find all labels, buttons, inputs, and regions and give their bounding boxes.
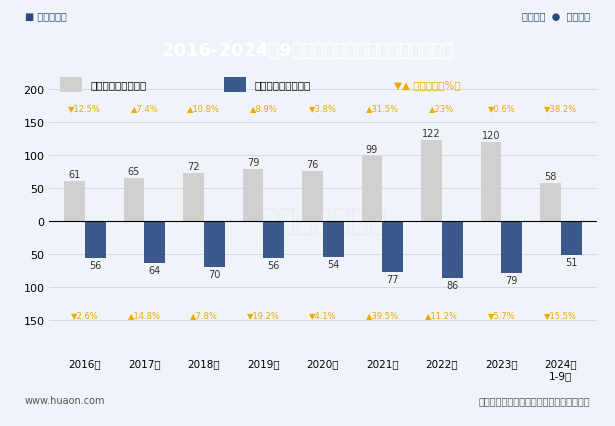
Text: ▲11.2%: ▲11.2% [426, 311, 458, 320]
Text: ▲7.8%: ▲7.8% [190, 311, 218, 320]
Text: 进口总额（亿美元）: 进口总额（亿美元） [255, 80, 311, 90]
Text: ■ 华经情报网: ■ 华经情报网 [25, 11, 66, 21]
Text: 122: 122 [422, 129, 441, 139]
Bar [183, 174, 204, 222]
Bar [540, 183, 561, 222]
Bar [224, 78, 246, 93]
Text: ▲23%: ▲23% [429, 104, 454, 113]
Text: 65: 65 [128, 167, 140, 177]
Bar [263, 222, 284, 259]
Text: ▲7.4%: ▲7.4% [130, 104, 158, 113]
Text: 99: 99 [366, 144, 378, 154]
Text: ▼38.2%: ▼38.2% [544, 104, 577, 113]
Text: 出口总额（亿美元）: 出口总额（亿美元） [90, 80, 146, 90]
Bar [383, 222, 403, 272]
Text: ▼15.5%: ▼15.5% [544, 311, 577, 320]
Text: 120: 120 [482, 130, 500, 140]
Text: ▼▲ 同比增速（%）: ▼▲ 同比增速（%） [394, 80, 461, 90]
Bar [242, 170, 263, 222]
Text: 79: 79 [506, 276, 518, 286]
Text: 86: 86 [446, 280, 458, 290]
Text: 56: 56 [89, 260, 101, 271]
Text: ▲31.5%: ▲31.5% [366, 104, 399, 113]
Bar [124, 178, 145, 222]
Text: 54: 54 [327, 259, 339, 269]
Text: 79: 79 [247, 157, 259, 167]
Text: ▼0.6%: ▼0.6% [488, 104, 515, 113]
Bar [442, 222, 462, 278]
Bar [362, 156, 383, 222]
Text: 2016-2024年9月江西省外商投资企业进、出口额: 2016-2024年9月江西省外商投资企业进、出口额 [162, 42, 453, 60]
Text: 77: 77 [387, 274, 399, 284]
Text: ▼19.2%: ▼19.2% [247, 311, 280, 320]
Bar [480, 142, 501, 222]
Text: ▲10.8%: ▲10.8% [188, 104, 220, 113]
Bar [64, 181, 85, 222]
Bar [421, 141, 442, 222]
Text: www.huaon.com: www.huaon.com [25, 395, 105, 406]
Text: 64: 64 [149, 266, 161, 276]
Bar [302, 171, 323, 222]
Text: 72: 72 [187, 162, 200, 172]
Text: 61: 61 [68, 169, 81, 179]
Text: ▼3.8%: ▼3.8% [309, 104, 337, 113]
Text: ▼4.1%: ▼4.1% [309, 311, 336, 320]
Bar [323, 222, 344, 257]
Text: ▼2.6%: ▼2.6% [71, 311, 99, 320]
Text: ▼5.7%: ▼5.7% [488, 311, 515, 320]
Bar [145, 222, 165, 264]
Bar [85, 222, 106, 259]
Text: 56: 56 [268, 260, 280, 271]
Bar [501, 222, 522, 273]
Text: ▲14.8%: ▲14.8% [128, 311, 161, 320]
Bar [204, 222, 224, 268]
Text: 76: 76 [306, 159, 319, 170]
Bar [561, 222, 582, 255]
Text: 58: 58 [544, 171, 557, 181]
Text: ▲8.9%: ▲8.9% [250, 104, 277, 113]
Text: 华经产业研究院: 华经产业研究院 [259, 207, 387, 236]
Text: 51: 51 [565, 257, 577, 267]
Text: ▲39.5%: ▲39.5% [366, 311, 399, 320]
Text: 专业严谨  ●  客观科学: 专业严谨 ● 客观科学 [522, 11, 590, 21]
Text: 数据来源：中国海关，华经产业研究院整理: 数据来源：中国海关，华经产业研究院整理 [478, 395, 590, 406]
Text: 70: 70 [208, 270, 221, 280]
Text: ▼12.5%: ▼12.5% [68, 104, 101, 113]
Bar [60, 78, 82, 93]
